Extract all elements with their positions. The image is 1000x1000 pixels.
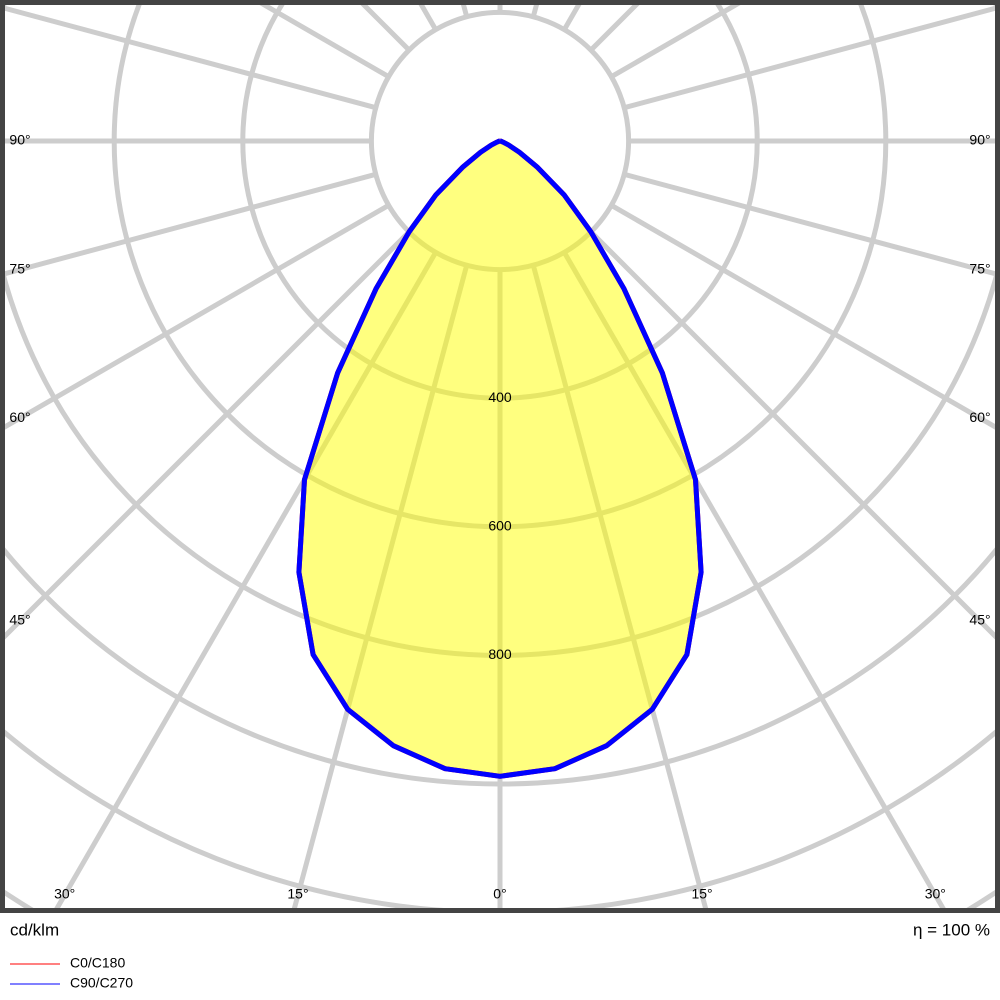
legend-label: C90/C270	[70, 975, 133, 991]
grid-spoke	[4, 203, 390, 431]
angle-tick-label: 60°	[9, 409, 30, 425]
labels: 0° 15° 15° 30° 30° 45° 45° 60° 60° 75° 75° 90° 90° 40…	[9, 132, 990, 902]
angle-tick-label: 45°	[9, 612, 30, 628]
grid-spoke	[623, 5, 996, 111]
angle-tick-label: 90°	[9, 132, 30, 148]
grid-spoke	[623, 171, 996, 277]
r-tick-label: 400	[488, 389, 512, 405]
angle-tick-label: 75°	[969, 260, 990, 276]
angle-tick-label: 90°	[969, 132, 990, 148]
angle-tick-label: 15°	[287, 886, 308, 902]
grid-spoke	[257, 4, 390, 79]
grid-spoke	[610, 203, 996, 431]
fill-area	[298, 141, 702, 777]
grid-spoke	[610, 4, 743, 79]
angle-tick-label: 30°	[54, 886, 75, 902]
grid-spoke	[4, 230, 411, 641]
curves	[296, 138, 704, 779]
legend: C0/C180 C90/C270	[10, 955, 133, 991]
r-tick-label: 800	[488, 646, 512, 662]
r-tick-label: 600	[488, 518, 512, 534]
efficiency: η = 100 %	[913, 920, 990, 939]
angle-tick-label: 45°	[969, 612, 990, 628]
frame	[0, 0, 1000, 913]
grid-spoke	[589, 230, 996, 641]
angle-tick-label: 75°	[9, 260, 30, 276]
unit-label: cd/klm	[10, 920, 59, 939]
angle-tick-label: 60°	[969, 409, 990, 425]
angle-tick-label: 30°	[925, 886, 946, 902]
grid-spoke	[4, 171, 377, 277]
legend-label: C0/C180	[70, 955, 125, 971]
grid-spoke	[4, 5, 377, 111]
angle-tick-label: 15°	[691, 886, 712, 902]
series-line	[296, 138, 704, 779]
angle-tick-label: 0°	[493, 886, 506, 902]
